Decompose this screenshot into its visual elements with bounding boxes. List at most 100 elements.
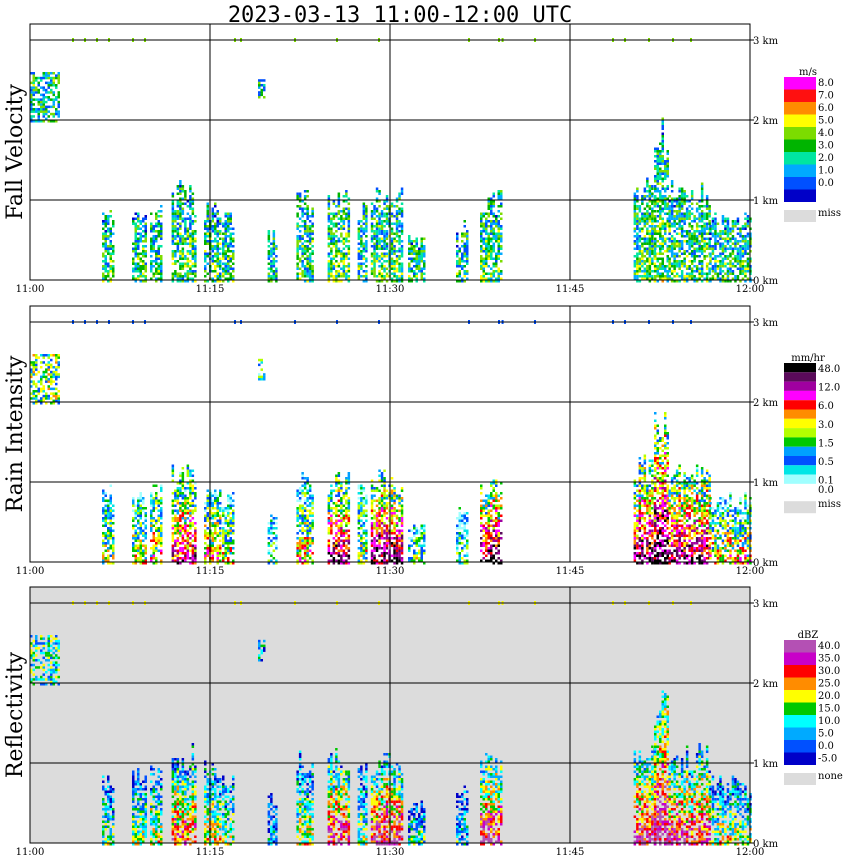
colorbar-cell: [784, 372, 816, 382]
x-tick-label: 11:30: [376, 847, 405, 858]
x-tick-label: 12:00: [736, 284, 765, 295]
colorbar-label: 0.0: [818, 741, 834, 752]
colorbar-cell: [784, 677, 816, 690]
colorbar-cell: [784, 89, 816, 102]
colorbar-cell: [784, 715, 816, 728]
colorbar-cell: [784, 102, 816, 115]
colorbar-missing: [784, 210, 816, 222]
echo-cells: [30, 38, 752, 283]
colorbar-label: 35.0: [818, 654, 840, 665]
colorbar-cell: [784, 690, 816, 703]
colorbar-label: 1.0: [818, 166, 834, 177]
colorbar-label: -5.0: [818, 754, 837, 765]
colorbar-cell: [784, 418, 816, 429]
colorbar-label: 0.0: [818, 485, 834, 496]
colorbar-label: 8.0: [818, 78, 834, 89]
colorbar-label: 5.0: [818, 116, 834, 127]
x-tick-label: 11:00: [16, 284, 45, 295]
colorbar-label: 10.0: [818, 716, 840, 727]
colorbar-cell: [784, 189, 816, 202]
x-tick-label: 11:30: [376, 284, 405, 295]
y-tick-label: 3 km: [753, 599, 779, 610]
colorbar-cell: [784, 474, 816, 484]
colorbar-cell: [784, 409, 816, 419]
x-tick-label: 11:45: [556, 284, 585, 295]
colorbar-label: 2.0: [818, 153, 834, 164]
colorbar-label: 48.0: [818, 364, 840, 375]
plot-frame: [29, 23, 751, 281]
panel-reflectivity: 0 km 1 km 2 km 3 km 11:00 11:15 11:30 11:45 12:0…: [3, 586, 843, 858]
y-tick-label: 1 km: [753, 478, 779, 489]
colorbar-cell: [784, 437, 816, 447]
y-tick-label: 3 km: [753, 318, 779, 329]
colorbar-label: 6.0: [818, 103, 834, 114]
colorbar-cell: [784, 127, 816, 140]
grid-lines: [30, 306, 750, 563]
colorbar-cell: [784, 400, 816, 410]
x-tick-label: 12:00: [736, 566, 765, 577]
y-tick-label: 0 km: [753, 839, 779, 850]
colorbar-missing: [784, 501, 816, 514]
y-tick-label: 1 km: [753, 196, 779, 207]
echo-cells: [30, 601, 752, 846]
colorbar-cell: [784, 114, 816, 127]
colorbar-label: 0.1: [818, 476, 834, 487]
colorbar-missing-label: miss: [818, 208, 841, 219]
colorbar-unit: dBZ: [798, 630, 819, 641]
y-tick-label: 3 km: [753, 36, 779, 47]
colorbar-cell: [784, 77, 816, 90]
colorbar-unit: m/s: [799, 67, 817, 78]
colorbar-label: 7.0: [818, 91, 834, 102]
colorbar-cell: [784, 428, 816, 438]
colorbar-cell: [784, 390, 816, 401]
colorbar-cell: [784, 652, 816, 665]
panel-rain-intensity: 0 km 1 km 2 km 3 km 11:00 11:15 11:30 11:45 12:0…: [3, 305, 841, 577]
x-tick-label: 11:15: [196, 284, 225, 295]
x-tick-label: 12:00: [736, 847, 765, 858]
colorbar-cell: [784, 381, 816, 391]
colorbar-missing: [784, 773, 816, 785]
x-tick-label: 11:00: [16, 566, 45, 577]
y-tick-label: 2 km: [753, 116, 779, 127]
colorbar-cell: [784, 363, 816, 373]
panel-title: Fall Velocity: [3, 84, 28, 220]
colorbar-cell: [784, 164, 816, 177]
plot-frame: [29, 586, 751, 844]
x-tick-label: 11:15: [196, 566, 225, 577]
colorbar-cell: [784, 665, 816, 678]
x-tick-label: 11:45: [556, 566, 585, 577]
colorbar-cell: [784, 152, 816, 165]
x-tick-label: 11:15: [196, 847, 225, 858]
colorbar-label: 30.0: [818, 666, 840, 677]
y-tick-label: 2 km: [753, 398, 779, 409]
colorbar-cell: [784, 702, 816, 715]
y-tick-label: 0 km: [753, 276, 779, 287]
colorbar-unit: mm/hr: [791, 353, 825, 364]
colorbar-label: 3.0: [818, 420, 834, 431]
colorbar-missing-label: none: [818, 771, 843, 782]
colorbar-cell: [784, 727, 816, 740]
panel-title: Rain Intensity: [3, 355, 28, 512]
x-tick-label: 11:30: [376, 566, 405, 577]
colorbar-label: 3.0: [818, 141, 834, 152]
colorbar-label: 40.0: [818, 641, 840, 652]
colorbar-label: 0.0: [818, 178, 834, 189]
x-tick-label: 11:45: [556, 847, 585, 858]
colorbar-cell: [784, 446, 816, 456]
colorbar-cell: [784, 139, 816, 152]
colorbar-label: 15.0: [818, 704, 840, 715]
y-tick-label: 0 km: [753, 558, 779, 569]
y-tick-label: 1 km: [753, 759, 779, 770]
colorbar-cell: [784, 740, 816, 753]
colorbar-label: 4.0: [818, 128, 834, 139]
x-tick-label: 11:00: [16, 847, 45, 858]
colorbar-label: 1.5: [818, 438, 834, 449]
colorbar-label: 0.5: [818, 457, 834, 468]
colorbar-label: 12.0: [818, 383, 840, 394]
colorbar-cell: [784, 177, 816, 190]
colorbar-label: 25.0: [818, 679, 840, 690]
panel-title: Reflectivity: [3, 651, 28, 778]
colorbar-cell: [784, 456, 816, 466]
plot-frame: [29, 305, 751, 563]
